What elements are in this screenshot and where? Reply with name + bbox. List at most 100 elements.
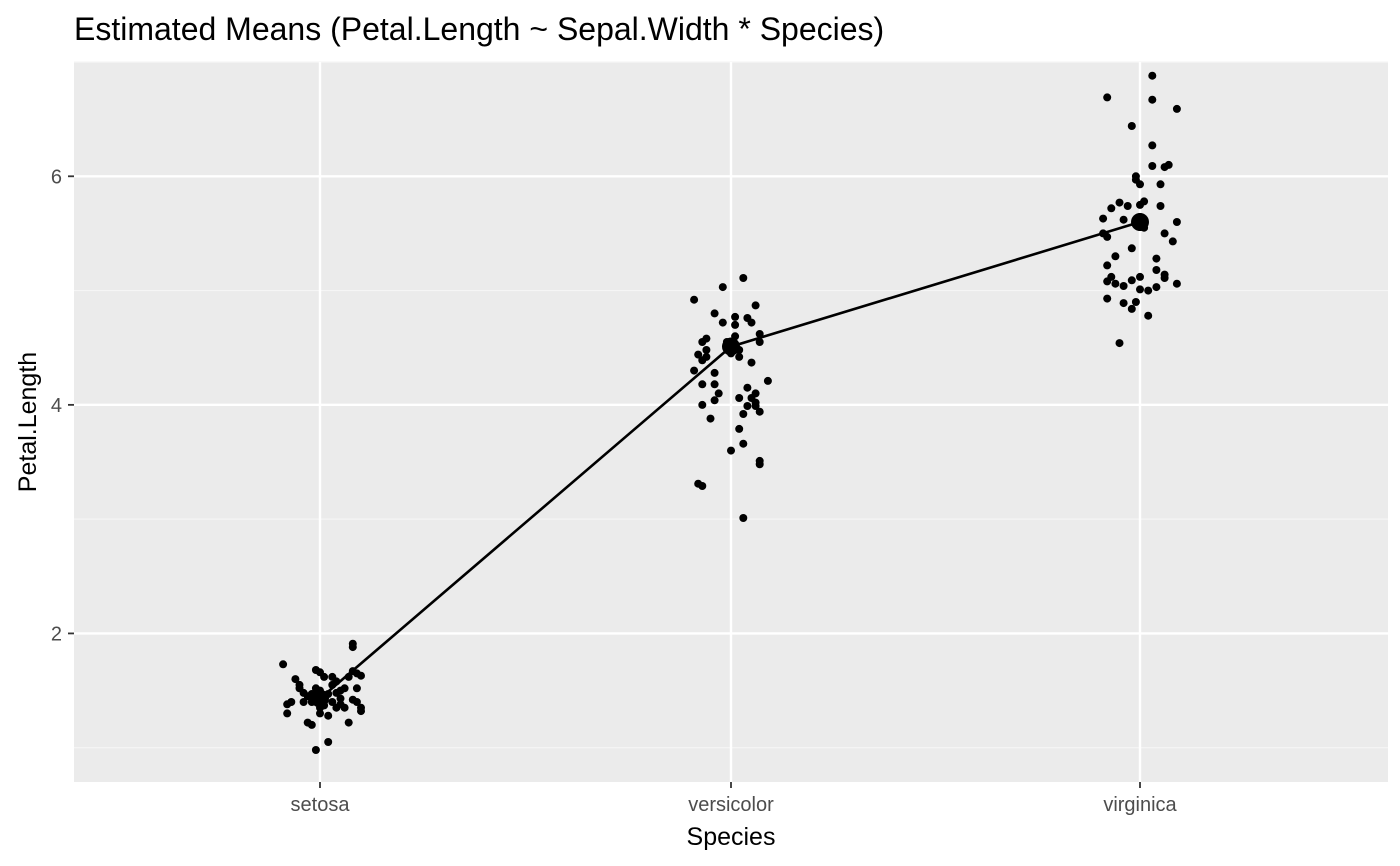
observation-point — [1131, 298, 1140, 306]
observation-point — [1107, 272, 1116, 281]
observation-point — [1172, 279, 1181, 288]
observation-point — [1103, 261, 1112, 270]
observation-point — [299, 698, 308, 706]
mean-point — [311, 689, 329, 708]
observation-point — [291, 675, 300, 684]
observation-point — [735, 352, 744, 361]
tick-marks — [68, 175, 1141, 788]
observation-point — [1148, 162, 1157, 170]
observation-point — [1148, 95, 1157, 104]
observation-point — [311, 746, 320, 754]
observation-point — [731, 320, 740, 329]
observation-point — [1111, 252, 1120, 261]
observation-point — [706, 414, 715, 423]
observation-point — [357, 671, 365, 680]
observation-point — [690, 366, 699, 375]
observation-point — [718, 283, 727, 292]
observation-point — [710, 368, 719, 377]
observation-point — [1127, 244, 1136, 253]
observation-point — [739, 439, 748, 448]
observation-point — [743, 383, 752, 392]
observation-point — [714, 389, 723, 398]
major-gridlines — [74, 62, 1388, 782]
observation-point — [1156, 180, 1165, 189]
observation-point — [1127, 304, 1136, 313]
observation-point — [320, 672, 329, 681]
observation-point — [1172, 218, 1181, 226]
mean-point — [722, 337, 740, 356]
observation-point — [1164, 160, 1173, 169]
observation-point — [340, 703, 349, 712]
observation-point — [1119, 282, 1128, 290]
observation-point — [1152, 283, 1161, 292]
y-tick-label: 6 — [51, 166, 62, 188]
observation-point — [348, 639, 357, 648]
observation-point — [1160, 274, 1169, 282]
observation-point — [1144, 286, 1153, 295]
observation-point — [344, 718, 353, 727]
observation-point — [718, 318, 727, 327]
observation-point — [1115, 198, 1124, 207]
observation-point — [1136, 285, 1144, 294]
mean-point — [1131, 213, 1149, 231]
observation-point — [690, 295, 699, 304]
x-tick-label: virginica — [1103, 794, 1177, 816]
observation-point — [1127, 276, 1136, 285]
observation-point — [694, 350, 703, 359]
observation-point — [1127, 122, 1136, 130]
observation-point — [735, 394, 744, 402]
observation-point — [751, 301, 760, 310]
observation-point — [1123, 202, 1132, 210]
observation-point — [1144, 311, 1153, 320]
observation-point — [287, 698, 296, 706]
observation-point — [1103, 294, 1112, 303]
observation-point — [747, 358, 756, 367]
observation-point — [307, 720, 316, 729]
x-tick-label: versicolor — [688, 794, 774, 816]
observation-point — [763, 376, 772, 385]
observation-point — [710, 380, 719, 389]
observation-point — [755, 338, 764, 346]
observation-point — [710, 396, 719, 405]
observation-point — [1172, 104, 1181, 113]
observation-point — [1136, 272, 1144, 281]
observation-point — [357, 707, 365, 716]
observation-point — [1148, 141, 1157, 150]
observation-point — [1148, 71, 1157, 80]
observation-point — [324, 738, 333, 746]
observation-point — [1168, 237, 1177, 246]
observation-point — [751, 389, 760, 398]
observation-point — [336, 694, 345, 703]
x-axis-title: Species — [687, 823, 776, 851]
y-axis-title: Petal.Length — [14, 352, 42, 492]
observation-point — [1119, 299, 1128, 308]
y-tick-label: 4 — [51, 395, 62, 417]
estimated-means — [311, 213, 1149, 708]
observation-point — [1115, 339, 1124, 348]
observation-point — [316, 709, 324, 718]
chart-title: Estimated Means (Petal.Length ~ Sepal.Wi… — [74, 11, 884, 47]
observation-point — [739, 410, 748, 418]
observation-point — [352, 684, 361, 693]
observation-point — [279, 660, 288, 669]
observation-point — [755, 407, 764, 416]
observation-point — [710, 309, 719, 318]
observation-point — [1152, 254, 1161, 263]
observation-point — [1103, 232, 1112, 241]
observation-point — [702, 346, 711, 354]
observation-point — [340, 684, 349, 693]
observation-point — [328, 698, 337, 706]
observation-point — [1156, 202, 1165, 210]
observation-point — [735, 424, 744, 433]
x-tick-label: setosa — [291, 794, 351, 816]
observation-point — [727, 446, 735, 455]
observation-point — [1160, 229, 1169, 238]
observation-point — [1136, 180, 1144, 189]
observation-point — [698, 482, 707, 490]
observation-point — [698, 400, 707, 409]
observation-point — [352, 698, 361, 706]
observation-point — [755, 460, 764, 469]
observation-point — [1099, 214, 1108, 223]
observation-point — [747, 318, 756, 327]
